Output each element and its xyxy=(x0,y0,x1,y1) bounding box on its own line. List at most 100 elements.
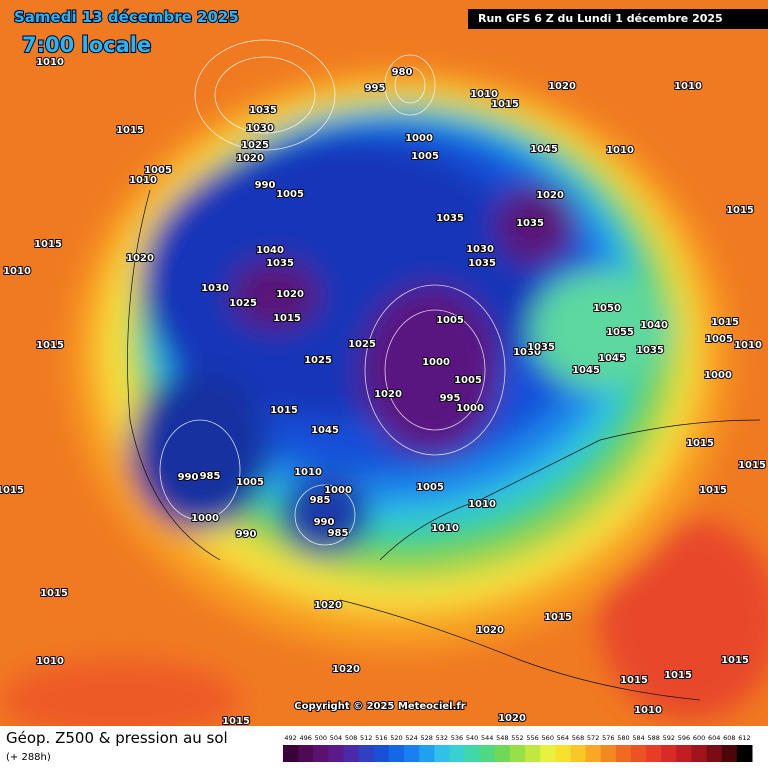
pressure-label: 1020 xyxy=(476,625,504,636)
colorbar-swatch xyxy=(449,745,466,762)
pressure-label: 1010 xyxy=(3,266,31,277)
pressure-label: 1010 xyxy=(294,467,322,478)
pressure-label: 1035 xyxy=(266,258,294,269)
pressure-label: 985 xyxy=(200,471,221,482)
pressure-label: 1000 xyxy=(456,403,484,414)
pressure-label: 1015 xyxy=(36,340,64,351)
colorbar-label: 556 xyxy=(526,734,538,742)
pressure-label: 990 xyxy=(314,517,335,528)
pressure-label: 1015 xyxy=(491,99,519,110)
pressure-label: 990 xyxy=(255,180,276,191)
pressure-label: 1010 xyxy=(468,499,496,510)
pressure-label: 1020 xyxy=(536,190,564,201)
colorbar-swatch xyxy=(283,745,299,762)
pressure-label: 1015 xyxy=(738,460,766,471)
pressure-label: 1030 xyxy=(246,123,274,134)
pressure-label: 1010 xyxy=(129,175,157,186)
run-box xyxy=(468,9,768,29)
pressure-label: 1010 xyxy=(431,523,459,534)
pressure-label: 1035 xyxy=(516,218,544,229)
colorbar-label: 548 xyxy=(496,734,508,742)
pressure-label: 1015 xyxy=(721,655,749,666)
pressure-label: 1030 xyxy=(201,283,229,294)
pressure-label: 1010 xyxy=(634,705,662,716)
pressure-label: 1020 xyxy=(548,81,576,92)
pressure-label: 1025 xyxy=(229,298,257,309)
colorbar-label: 528 xyxy=(421,734,433,742)
colorbar-swatch xyxy=(434,745,450,762)
colorbar-label: 524 xyxy=(405,734,417,742)
pressure-label: 1015 xyxy=(726,205,754,216)
colorbar-swatch xyxy=(646,745,662,762)
pressure-label: 1005 xyxy=(276,189,304,200)
pressure-label: 1000 xyxy=(405,133,433,144)
date: Samedi 13 décembre 2025 xyxy=(14,8,239,26)
pressure-label: 1015 xyxy=(273,313,301,324)
colorbar-swatch xyxy=(570,745,587,762)
colorbar-swatch xyxy=(358,745,375,762)
pressure-label: 1015 xyxy=(686,438,714,449)
pressure-label: 1025 xyxy=(241,140,269,151)
time: 7:00 locale xyxy=(22,33,151,57)
colorbar-label: 600 xyxy=(693,734,705,742)
pressure-label: 1005 xyxy=(454,375,482,386)
pressure-label: 980 xyxy=(392,67,413,78)
colorbar-label: 592 xyxy=(663,734,675,742)
pressure-label: 1035 xyxy=(249,105,277,116)
pressure-label: 1050 xyxy=(593,303,621,314)
pressure-label: 1045 xyxy=(598,353,626,364)
pressure-label: 1045 xyxy=(530,144,558,155)
colorbar-swatch xyxy=(555,745,571,762)
colorbar-label: 560 xyxy=(542,734,554,742)
colorbar-swatch xyxy=(736,745,753,762)
colorbar-label: 572 xyxy=(587,734,599,742)
colorbar-label: 500 xyxy=(315,734,327,742)
colorbar-label: 596 xyxy=(678,734,690,742)
pressure-label: 1015 xyxy=(544,612,572,623)
pressure-label: 1000 xyxy=(704,370,732,381)
colorbar-label: 580 xyxy=(617,734,629,742)
pressure-labels: 1010103510301025102010151010100599010059… xyxy=(0,56,767,728)
run-info: Run GFS 6 Z du Lundi 1 décembre 2025 xyxy=(478,12,723,25)
legend-title: Géop. Z500 & pression au sol xyxy=(6,729,228,747)
pressure-label: 1010 xyxy=(36,656,64,667)
colorbar-label: 496 xyxy=(299,734,311,742)
colorbar-swatch xyxy=(479,745,496,762)
pressure-label: 1015 xyxy=(34,239,62,250)
colorbar-label: 564 xyxy=(557,734,569,742)
colorbar-label: 504 xyxy=(330,734,342,742)
colorbar-label: 544 xyxy=(481,734,493,742)
pressure-label: 1035 xyxy=(527,342,555,353)
pressure-label: 1015 xyxy=(0,485,24,496)
pressure-label: 1020 xyxy=(236,153,264,164)
pressure-label: 1015 xyxy=(116,125,144,136)
colorbar-swatch xyxy=(721,745,738,762)
colorbar-swatch xyxy=(615,745,632,762)
pressure-label: 1025 xyxy=(348,339,376,350)
pressure-label: 1005 xyxy=(705,334,733,345)
colorbar-label: 520 xyxy=(390,734,402,742)
pressure-label: 1010 xyxy=(36,57,64,68)
pressure-label: 1010 xyxy=(674,81,702,92)
colorbar-swatch xyxy=(540,745,556,762)
pressure-label: 1000 xyxy=(191,513,219,524)
pressure-label: 1040 xyxy=(256,245,284,256)
pressure-label: 990 xyxy=(178,472,199,483)
colorbar-swatch xyxy=(464,745,481,762)
pressure-label: 1020 xyxy=(276,289,304,300)
pressure-label: 1015 xyxy=(664,670,692,681)
colorbar-swatch xyxy=(661,745,677,762)
colorbar-label: 536 xyxy=(451,734,463,742)
pressure-label: 1005 xyxy=(236,477,264,488)
colorbar-swatch xyxy=(691,745,708,762)
colorbar-swatch xyxy=(343,745,360,762)
pressure-label: 1020 xyxy=(374,389,402,400)
pressure-label: 1035 xyxy=(468,258,496,269)
colorbar-swatch xyxy=(388,745,405,762)
colorbar-swatch xyxy=(494,745,511,762)
colorbar-label: 608 xyxy=(723,734,735,742)
colorbar-label: 584 xyxy=(632,734,644,742)
colorbar-label: 512 xyxy=(360,734,372,742)
colorbar-swatch xyxy=(313,745,329,762)
